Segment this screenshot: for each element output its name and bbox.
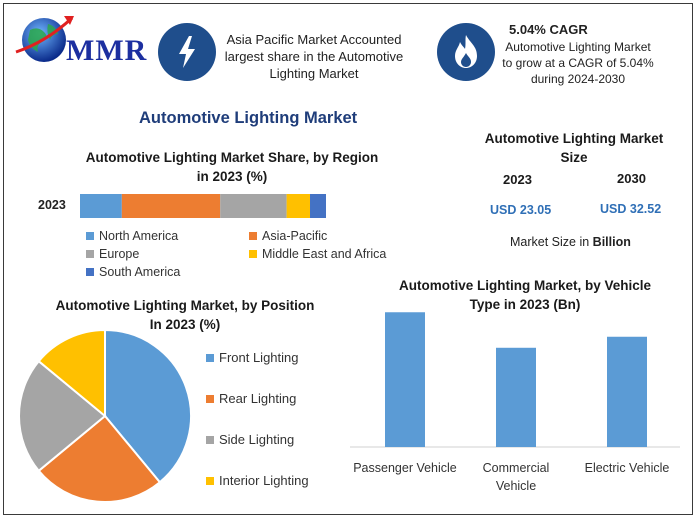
legend-label: South America [99, 265, 181, 279]
legend-swatch [249, 250, 257, 258]
badge2-text: Automotive Lighting Market to grow at a … [496, 39, 660, 87]
vehicle-category-label-commercial-vehicle: Commercial Vehicle [483, 461, 550, 493]
vehicle-category-label-passenger-vehicle: Passenger Vehicle [353, 461, 457, 475]
unit-bold: Billion [592, 235, 631, 249]
region-category-label: 2023 [38, 198, 66, 212]
position-chart-title: Automotive Lighting Market, by Position … [30, 296, 340, 334]
size-value-2023: USD 23.05 [490, 203, 552, 217]
badge2-line2: to grow at a CAGR of 5.04% [502, 56, 654, 70]
badge1-line1: Asia Pacific Market Accounted [226, 32, 402, 47]
market-size-unit: Market Size in Billion [510, 235, 631, 249]
size-value-2030: USD 32.52 [600, 202, 662, 216]
region-legend-north-america: North America [86, 229, 178, 243]
position-legend-side-lighting: Side Lighting [206, 432, 294, 447]
infographic-frame [3, 3, 693, 515]
vehicle-category-label-electric-vehicle: Electric Vehicle [585, 461, 670, 475]
size-year-2023: 2023 [503, 172, 532, 187]
market-size-title: Automotive Lighting Market Size [465, 129, 683, 167]
badge2-line3: during 2024-2030 [530, 72, 626, 86]
region-title-line1: Automotive Lighting Market Share, by Reg… [85, 150, 379, 165]
mmr-logo: MMR [14, 12, 146, 70]
legend-swatch [206, 394, 214, 403]
legend-swatch [86, 250, 94, 258]
legend-swatch [86, 268, 94, 276]
legend-label: Front Lighting [219, 350, 299, 365]
region-legend-europe: Europe [86, 247, 139, 261]
position-legend-interior-lighting: Interior Lighting [206, 473, 309, 488]
position-legend-front-lighting: Front Lighting [206, 350, 299, 365]
legend-swatch [86, 232, 94, 240]
logo-text: MMR [66, 34, 148, 67]
legend-swatch [206, 353, 214, 362]
badge1-line3: Lighting Market [269, 66, 359, 81]
region-bar-middle-east-and-africa [286, 194, 311, 218]
lightning-icon [179, 36, 195, 68]
position-title-line2: In 2023 (%) [149, 317, 221, 332]
pie-slice-side-lighting [18, 359, 107, 473]
legend-label: North America [99, 229, 179, 243]
region-bar-asia-pacific [121, 194, 221, 218]
region-chart-title: Automotive Lighting Market Share, by Reg… [72, 148, 392, 186]
badge1-text: Asia Pacific Market Accounted largest sh… [218, 31, 410, 82]
main-title: Automotive Lighting Market [139, 109, 358, 127]
cagr-title: 5.04% CAGR [509, 22, 588, 37]
unit-prefix: Market Size in [510, 235, 593, 249]
pie-slice-front-lighting [104, 328, 192, 484]
flame-icon [455, 35, 477, 68]
legend-swatch [249, 232, 257, 240]
pie-slice-interior-lighting [37, 328, 106, 419]
legend-swatch [206, 435, 214, 444]
position-title-line1: Automotive Lighting Market, by Position [55, 298, 315, 313]
region-legend-south-america: South America [86, 265, 180, 279]
position-legend-rear-lighting: Rear Lighting [206, 391, 296, 406]
pie-slice-rear-lighting [37, 414, 162, 503]
vehicle-title-line1: Automotive Lighting Market, by Vehicle [398, 278, 652, 293]
region-legend-middle-east-and-africa: Middle East and Africa [249, 247, 386, 261]
legend-label: Rear Lighting [219, 391, 297, 406]
badge1-line2: largest share in the Automotive [224, 49, 404, 64]
vehicle-bar-commercial-vehicle [496, 347, 536, 447]
globe-icon [15, 16, 74, 62]
market-size-title-line1: Automotive Lighting Market [484, 131, 664, 146]
legend-label: Side Lighting [219, 432, 295, 447]
badge2-line1: Automotive Lighting Market [505, 40, 651, 54]
vehicle-chart-title: Automotive Lighting Market, by Vehicle T… [380, 276, 670, 314]
vehicle-title-line2: Type in 2023 (Bn) [469, 297, 581, 312]
region-title-line2: in 2023 (%) [196, 169, 268, 184]
legend-label: Interior Lighting [219, 473, 309, 488]
badge-flame [437, 23, 495, 81]
market-size-title-line2: Size [560, 150, 588, 165]
legend-swatch [206, 476, 214, 485]
region-legend-asia-pacific: Asia-Pacific [249, 229, 327, 243]
position-pie-chart [18, 328, 192, 503]
legend-label: Asia-Pacific [262, 229, 328, 243]
region-stacked-bar-chart: 2023 [38, 194, 326, 218]
vehicle-bar-passenger-vehicle [385, 312, 425, 447]
region-bar-north-america [80, 194, 122, 218]
legend-label: Europe [99, 247, 140, 261]
vehicle-bar-chart: Passenger Vehicle Commercial Vehicle Electr… [350, 312, 680, 493]
badge-lightning [158, 23, 216, 81]
vehicle-bar-electric-vehicle [607, 336, 647, 447]
legend-label: Middle East and Africa [262, 247, 387, 261]
region-bar-south-america [310, 194, 326, 218]
size-year-2030: 2030 [617, 171, 646, 186]
region-bar-europe [220, 194, 287, 218]
